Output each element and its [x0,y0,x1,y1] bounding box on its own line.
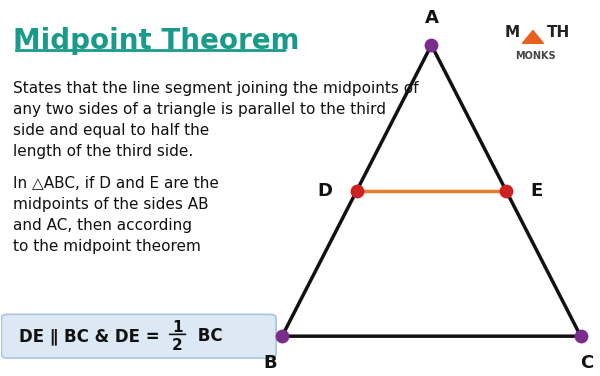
Text: TH: TH [547,25,569,40]
Text: In △ABC, if D and E are the
midpoints of the sides AB
and AC, then according
to : In △ABC, if D and E are the midpoints of… [13,176,219,254]
Text: MONKS: MONKS [515,50,556,61]
Point [277,333,287,339]
Text: B: B [263,354,277,372]
Text: 1: 1 [172,320,183,335]
Point [427,42,436,48]
Text: M: M [504,25,520,40]
Point [501,188,511,194]
Point [352,188,362,194]
Text: Midpoint Theorem: Midpoint Theorem [13,27,300,55]
Polygon shape [523,30,544,43]
Text: States that the line segment joining the midpoints of
any two sides of a triangl: States that the line segment joining the… [13,82,419,159]
Text: DE ∥ BC & DE =: DE ∥ BC & DE = [19,327,166,345]
Text: D: D [318,182,333,200]
Text: BC: BC [193,327,223,345]
Text: E: E [530,182,542,200]
Text: C: C [580,354,593,372]
Point [576,333,586,339]
Text: 2: 2 [172,338,183,353]
Text: A: A [424,9,439,27]
FancyBboxPatch shape [1,314,276,358]
